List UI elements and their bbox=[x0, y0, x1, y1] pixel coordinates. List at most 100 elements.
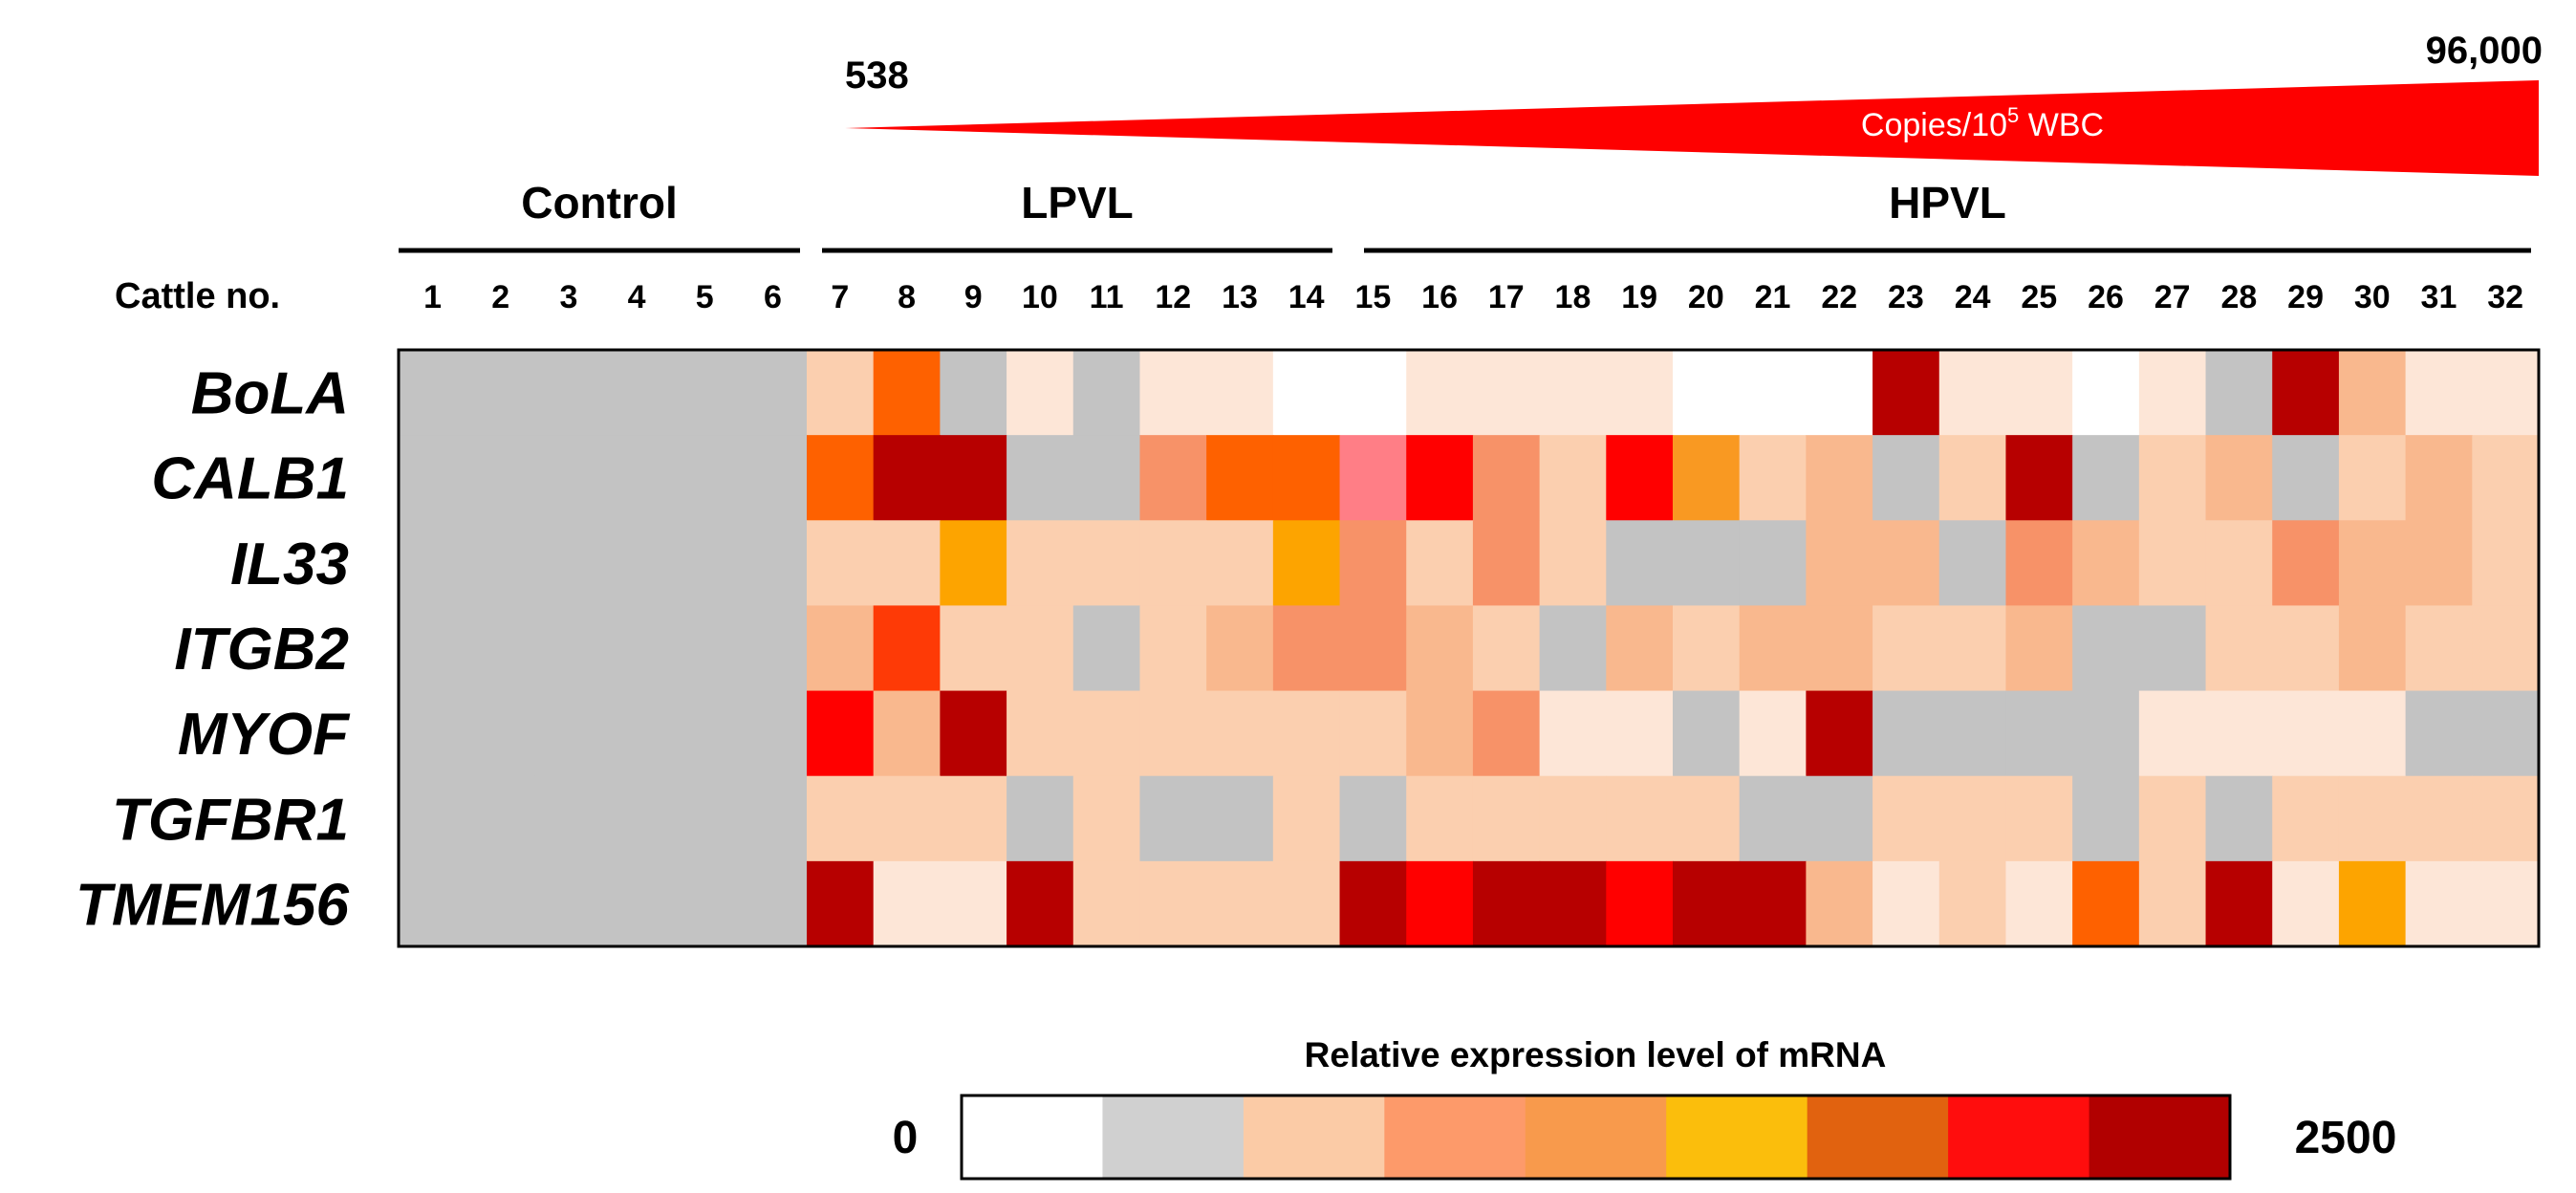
heatmap-cell bbox=[1139, 775, 1207, 862]
heatmap-cell bbox=[2472, 520, 2540, 607]
heatmap-cell bbox=[2205, 520, 2273, 607]
heatmap-cell bbox=[602, 860, 672, 947]
heatmap-cell bbox=[1272, 350, 1341, 436]
column-label: 1 bbox=[423, 279, 442, 315]
heatmap-cell bbox=[670, 350, 740, 436]
heatmap-cell bbox=[1673, 690, 1741, 777]
heatmap-cell bbox=[1739, 520, 1807, 607]
column-label: 24 bbox=[1955, 279, 1991, 315]
heatmap-cell bbox=[1472, 690, 1541, 777]
column-label: 8 bbox=[898, 279, 916, 315]
legend-min-label: 0 bbox=[893, 1113, 919, 1163]
heatmap-cell bbox=[2338, 690, 2407, 777]
heatmap-cell bbox=[399, 775, 467, 862]
heatmap-cell bbox=[1072, 350, 1141, 436]
heatmap-cell bbox=[602, 775, 672, 862]
column-label: 2 bbox=[491, 279, 509, 315]
heatmap-cell bbox=[466, 605, 535, 692]
heatmap-cell bbox=[2338, 520, 2407, 607]
heatmap-cell bbox=[1272, 860, 1341, 947]
column-label: 10 bbox=[1022, 279, 1058, 315]
heatmap-cell bbox=[1139, 690, 1207, 777]
heatmap-cell bbox=[1806, 860, 1873, 947]
heatmap-cell bbox=[1072, 860, 1141, 947]
heatmap-cell bbox=[807, 605, 875, 692]
heatmap-cell bbox=[1007, 605, 1074, 692]
column-label: 6 bbox=[764, 279, 782, 315]
group-headers: Control LPVL HPVL bbox=[399, 178, 2531, 253]
heatmap-cell bbox=[1272, 520, 1341, 607]
column-label: 16 bbox=[1421, 279, 1458, 315]
heatmap-cell bbox=[534, 775, 604, 862]
heatmap-cell bbox=[1938, 775, 2007, 862]
heatmap-cell bbox=[1872, 860, 1940, 947]
heatmap-cell bbox=[1606, 435, 1674, 521]
heatmap-cell bbox=[1339, 435, 1407, 521]
heatmap-cell bbox=[2472, 775, 2540, 862]
gradient-max-label: 96,000 bbox=[2426, 30, 2543, 72]
heatmap-cell bbox=[2272, 435, 2340, 521]
heatmap-cell bbox=[399, 605, 467, 692]
heatmap-cell bbox=[2272, 690, 2340, 777]
heatmap-cell bbox=[1139, 860, 1207, 947]
heatmap-cell bbox=[1007, 860, 1074, 947]
heatmap-cell bbox=[1007, 520, 1074, 607]
heatmap-cell bbox=[2072, 350, 2140, 436]
heatmap-cell bbox=[1739, 435, 1807, 521]
heatmap-cell bbox=[602, 520, 672, 607]
heatmap-cell bbox=[534, 350, 604, 436]
heatmap-cell bbox=[1272, 775, 1341, 862]
legend-swatch bbox=[962, 1095, 1103, 1179]
heatmap-cell bbox=[2138, 605, 2207, 692]
legend-swatch bbox=[1807, 1095, 1949, 1179]
heatmap-cell bbox=[1606, 690, 1674, 777]
gradient-unit-label: Copies/105 WBC bbox=[1861, 103, 2104, 143]
row-label: IL33 bbox=[230, 531, 349, 597]
heatmap-cell bbox=[2005, 860, 2073, 947]
heatmap-cell bbox=[1938, 520, 2007, 607]
heatmap-cell bbox=[807, 775, 875, 862]
heatmap-cell bbox=[1007, 350, 1074, 436]
heatmap-cell bbox=[873, 435, 941, 521]
heatmap-cell bbox=[2205, 605, 2273, 692]
column-label: 18 bbox=[1555, 279, 1591, 315]
color-legend bbox=[960, 1094, 2232, 1181]
gradient-min-label: 538 bbox=[845, 54, 909, 97]
column-label: 11 bbox=[1090, 279, 1124, 315]
heatmap-cell bbox=[1872, 775, 1940, 862]
heatmap-cell bbox=[1739, 775, 1807, 862]
heatmap-cell bbox=[807, 690, 875, 777]
heatmap-cell bbox=[2405, 350, 2473, 436]
heatmap-cell bbox=[399, 350, 467, 436]
heatmap-cell bbox=[2138, 435, 2207, 521]
heatmap-cell bbox=[2072, 690, 2140, 777]
heatmap-cell bbox=[807, 520, 875, 607]
heatmap-cell bbox=[940, 775, 1007, 862]
heatmap-cell bbox=[2405, 860, 2473, 947]
row-label: TMEM156 bbox=[76, 872, 349, 938]
heatmap-cell bbox=[1339, 690, 1407, 777]
heatmap-cell bbox=[1472, 350, 1541, 436]
heatmap-cell bbox=[2472, 435, 2540, 521]
heatmap-cell bbox=[2072, 605, 2140, 692]
heatmap-cell bbox=[1339, 860, 1407, 947]
group-label: LPVL bbox=[1021, 178, 1134, 228]
legend-swatch bbox=[1948, 1095, 2090, 1179]
heatmap-cell bbox=[2338, 775, 2407, 862]
heatmap-cell bbox=[602, 350, 672, 436]
heatmap-cell bbox=[466, 775, 535, 862]
heatmap-cell bbox=[2072, 435, 2140, 521]
heatmap-cell bbox=[940, 520, 1007, 607]
heatmap-cell bbox=[1938, 605, 2007, 692]
provirus-load-wedge bbox=[845, 80, 2539, 176]
heatmap-cell bbox=[1406, 860, 1474, 947]
row-label: ITGB2 bbox=[174, 617, 349, 683]
heatmap-cell bbox=[1472, 435, 1541, 521]
heatmap-cell bbox=[1938, 690, 2007, 777]
heatmap-cell bbox=[2138, 860, 2207, 947]
heatmap-cell bbox=[873, 860, 941, 947]
column-label: 28 bbox=[2220, 279, 2257, 315]
heatmap-cell bbox=[1206, 690, 1274, 777]
heatmap-border bbox=[397, 348, 2541, 948]
heatmap-cell bbox=[466, 350, 535, 436]
